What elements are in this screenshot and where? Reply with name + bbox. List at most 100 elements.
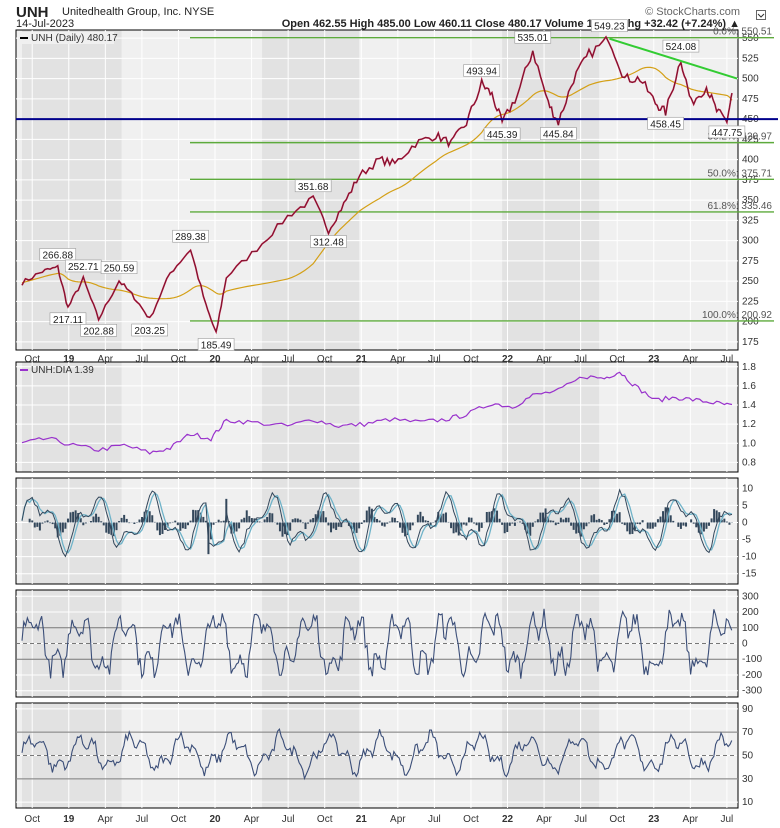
quote-date: 14-Jul-2023 xyxy=(16,18,75,30)
price-axis-tick-label: 425 xyxy=(742,134,759,145)
ratio-axis-tick-label: 1.0 xyxy=(742,438,756,449)
bottom-x-tick-label: Jul xyxy=(282,814,295,825)
price-panel-x-tick-label: Oct xyxy=(24,354,40,365)
bottom-x-tick-label: 19 xyxy=(63,814,75,825)
price-label: 351.68 xyxy=(298,182,329,193)
price-panel-x-tick-label: Apr xyxy=(98,354,114,365)
price-bar-line xyxy=(21,36,733,333)
bottom-x-tick-label: Oct xyxy=(24,814,40,825)
chart-menu-icon[interactable] xyxy=(756,10,766,20)
price-axis-tick-label: 525 xyxy=(742,53,759,64)
price-axis-tick-label: 325 xyxy=(742,215,759,226)
rsi-axis-tick-label: 90 xyxy=(742,704,754,715)
rsi-axis-tick-label: 50 xyxy=(742,751,754,762)
price-panel-x-tick-label: 20 xyxy=(209,354,221,365)
cci-axis-tick-label: -100 xyxy=(742,654,762,665)
rsi-line xyxy=(21,727,733,781)
bottom-x-tick-label: Jul xyxy=(574,814,587,825)
price-label-box xyxy=(540,127,577,140)
price-axis-tick-label: 500 xyxy=(742,74,759,85)
price-label: 250.59 xyxy=(104,264,135,275)
price-label-box xyxy=(647,116,684,130)
trend-line xyxy=(609,37,738,80)
price-axis-tick-label: 175 xyxy=(742,337,759,348)
cci-axis-tick-label: -300 xyxy=(742,686,762,697)
price-label-box xyxy=(80,324,117,337)
bottom-x-tick-label: Apr xyxy=(244,814,260,825)
price-axis-tick-label: 550 xyxy=(742,33,759,44)
price-label-box xyxy=(294,179,332,193)
price-axis-tick-label: 200 xyxy=(742,317,759,328)
cci-axis-tick-label: -200 xyxy=(742,670,762,681)
price-axis-tick-label: 375 xyxy=(742,175,759,186)
ratio-axis-tick-label: 1.2 xyxy=(742,419,756,430)
price-label: 217.11 xyxy=(53,315,83,326)
fibonacci-level-label: 0.0%: 550.51 xyxy=(713,27,772,38)
price-label-box xyxy=(483,127,521,141)
bottom-x-tick-label: 20 xyxy=(209,814,221,825)
ticker-symbol: UNH xyxy=(16,4,49,21)
bottom-x-tick-label: Apr xyxy=(390,814,406,825)
price-label: 493.94 xyxy=(466,67,497,78)
fibonacci-level-label: 50.0%: 375.71 xyxy=(708,168,773,179)
price-label: 252.71 xyxy=(68,262,99,273)
bottom-x-tick-label: Oct xyxy=(463,814,479,825)
bottom-x-tick-label: Oct xyxy=(609,814,625,825)
brand-watermark: © StockCharts.com xyxy=(645,6,740,18)
price-label-box xyxy=(514,30,552,44)
oscillator-axis-tick-label: -5 xyxy=(742,535,751,546)
price-label-box xyxy=(310,235,347,248)
price-label: 445.39 xyxy=(487,130,518,141)
bottom-x-tick-label: Apr xyxy=(536,814,552,825)
price-axis-tick-label: 225 xyxy=(742,296,759,307)
price-label-box xyxy=(662,39,700,53)
ratio-axis-tick-label: 1.4 xyxy=(742,400,756,411)
price-label: 535.01 xyxy=(517,33,548,44)
panel-2-background xyxy=(15,361,739,473)
price-label: 445.84 xyxy=(543,129,574,140)
price-legend: UNH (Daily) 480.17 xyxy=(31,33,118,44)
price-label-box xyxy=(172,229,209,243)
price-label: 266.88 xyxy=(42,250,73,261)
price-panel-x-tick-label: Jul xyxy=(720,354,733,365)
price-axis-tick-label: 350 xyxy=(742,195,759,206)
cci-axis-tick-label: 300 xyxy=(742,591,759,602)
moving-average-line xyxy=(21,66,733,300)
cci-axis-tick-label: 100 xyxy=(742,623,759,634)
year-shade-band xyxy=(262,362,360,472)
price-panel-x-tick-label: 22 xyxy=(502,354,514,365)
signal-line xyxy=(21,492,733,554)
price-label-box xyxy=(463,64,501,77)
price-label-box xyxy=(100,261,138,274)
price-label-box xyxy=(49,312,87,326)
year-shade-band xyxy=(262,478,360,584)
bottom-x-tick-label: Oct xyxy=(317,814,333,825)
bottom-x-tick-label: 23 xyxy=(648,814,660,825)
ratio-axis-tick-label: 1.6 xyxy=(742,381,756,392)
price-panel-x-tick-label: 23 xyxy=(648,354,660,365)
price-panel-x-tick-label: Jul xyxy=(282,354,295,365)
oscillator-axis-tick-label: 5 xyxy=(742,500,748,511)
price-label: 289.38 xyxy=(175,232,206,243)
ratio-legend: UNH:DIA 1.39 xyxy=(31,365,94,376)
oscillator-axis-tick-label: -10 xyxy=(742,552,757,563)
cci-axis-tick-label: 0 xyxy=(742,639,748,650)
oscillator-line xyxy=(21,488,733,558)
price-panel-x-tick-label: 19 xyxy=(63,354,75,365)
price-panel-x-tick-label: Apr xyxy=(536,354,552,365)
price-label: 549.23 xyxy=(594,22,625,33)
price-label-box xyxy=(591,19,628,33)
oscillator-axis-tick-label: 10 xyxy=(742,483,754,494)
price-axis-tick-label: 275 xyxy=(742,256,759,267)
legend-background xyxy=(18,32,114,44)
price-panel-x-tick-label: Apr xyxy=(683,354,699,365)
price-panel-x-tick-label: Apr xyxy=(390,354,406,365)
rsi-axis-tick-label: 10 xyxy=(742,797,754,808)
year-shade-band xyxy=(502,362,600,472)
oscillator-axis-tick-label: 0 xyxy=(742,517,748,528)
fibonacci-level-label: 100.0%: 200.92 xyxy=(702,310,772,321)
price-panel-x-tick-label: Jul xyxy=(574,354,587,365)
price-axis-tick-label: 250 xyxy=(742,276,759,287)
company-name: Unitedhealth Group, Inc. NYSE xyxy=(62,6,215,18)
